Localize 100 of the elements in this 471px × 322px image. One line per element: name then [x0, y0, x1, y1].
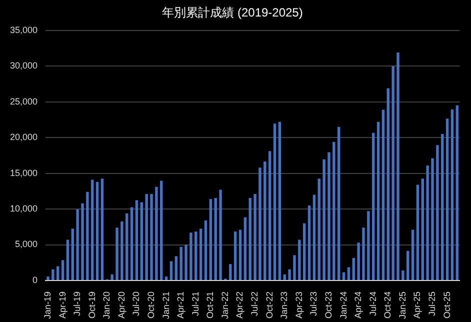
x-tick-label: Jul-25: [426, 291, 437, 316]
bar: [248, 198, 252, 280]
bar: [174, 256, 178, 280]
bar: [76, 209, 79, 280]
bar: [288, 269, 291, 280]
x-tick-label: Oct-24: [382, 291, 393, 318]
x-tick-label: Jan-24: [338, 291, 348, 320]
x-tick-label: Jul-19: [72, 291, 82, 316]
bar: [170, 261, 173, 280]
bar: [199, 228, 202, 280]
bar: [283, 274, 286, 280]
x-tick-label: Jan-19: [42, 291, 52, 320]
x-tick-label: Oct-20: [146, 291, 156, 318]
bar: [318, 178, 320, 280]
bar: [436, 145, 439, 280]
y-tick-label: 10,000: [10, 204, 38, 214]
x-tick-label: Jan-21: [160, 291, 171, 320]
bar: [91, 180, 94, 280]
bar: [184, 244, 188, 280]
bar: [302, 223, 306, 280]
x-tick-label: Jul-23: [308, 291, 319, 316]
bar: [382, 110, 385, 280]
bar: [52, 269, 54, 280]
bar: [456, 105, 459, 280]
bar: [273, 124, 276, 280]
bar: [61, 260, 64, 280]
x-tick-label: Oct-25: [442, 291, 452, 318]
bar: [145, 194, 148, 280]
bar: [81, 203, 84, 280]
bar: [396, 52, 400, 280]
x-tick-label: Jul-21: [190, 291, 200, 316]
bar: [347, 267, 350, 280]
bar: [160, 180, 163, 280]
bar: [116, 228, 118, 280]
bar: [332, 142, 336, 280]
bar: [219, 190, 222, 280]
bar: [56, 266, 60, 280]
x-tick-label: Oct-23: [323, 291, 334, 318]
x-tick-label: Jan-20: [102, 291, 112, 320]
y-tick-label: 30,000: [10, 60, 38, 71]
x-tick-label: Jul-24: [368, 291, 378, 316]
x-tick-label: Jul-20: [131, 291, 142, 316]
x-tick-label: Jan-25: [397, 291, 408, 320]
bar: [293, 255, 296, 280]
bar: [402, 270, 404, 280]
bar: [135, 200, 138, 280]
x-tick-label: Jan-23: [279, 291, 290, 320]
bar: [234, 232, 237, 280]
x-tick-label: Apr-19: [57, 291, 68, 318]
bar: [441, 134, 444, 280]
bar: [194, 232, 198, 280]
chart-title: 年別累計成績 (2019-2025): [162, 6, 303, 20]
bar: [180, 246, 182, 280]
bar: [96, 182, 99, 280]
bar: [126, 213, 128, 280]
y-tick-label: 5,000: [14, 239, 38, 250]
bar: [337, 126, 340, 280]
bar: [308, 205, 311, 280]
bar: [298, 240, 301, 280]
bar: [110, 274, 114, 280]
y-tick-label: 0: [32, 274, 38, 285]
y-tick-label: 25,000: [10, 96, 38, 106]
bar: [264, 162, 266, 280]
y-tick-label: 15,000: [10, 168, 38, 178]
x-tick-label: Jul-22: [250, 291, 260, 316]
bar: [386, 88, 390, 280]
x-tick-label: Apr-21: [176, 291, 186, 318]
bar: [376, 122, 380, 280]
bar: [46, 276, 50, 280]
x-tick-label: Apr-22: [234, 291, 245, 318]
bar: [416, 184, 420, 280]
bar: [426, 165, 429, 280]
x-tick-label: Jan-22: [220, 291, 230, 320]
bar: [268, 151, 272, 280]
bar: [66, 240, 70, 280]
bar: [140, 202, 144, 280]
bar: [190, 232, 192, 280]
bar: [100, 178, 104, 280]
x-tick-label: Apr-24: [353, 291, 364, 318]
bar: [372, 132, 375, 280]
bar: [446, 118, 449, 280]
bar: [357, 242, 360, 280]
x-tick-label: Apr-25: [412, 291, 422, 318]
bar: [254, 194, 256, 280]
y-tick-label: 35,000: [10, 24, 38, 35]
bar: [238, 230, 242, 280]
bar: [431, 158, 434, 280]
bar: [204, 220, 208, 280]
bar: [450, 109, 454, 280]
x-tick-label: Apr-23: [294, 291, 304, 318]
bar: [312, 194, 316, 280]
y-tick-label: 20,000: [10, 132, 38, 142]
bar: [244, 217, 247, 280]
bar: [229, 264, 232, 280]
bar: [71, 228, 74, 280]
bar: [362, 228, 365, 280]
bar: [421, 178, 424, 280]
bar: [155, 186, 158, 280]
bar: [86, 192, 89, 280]
x-tick-label: Oct-22: [264, 291, 274, 318]
